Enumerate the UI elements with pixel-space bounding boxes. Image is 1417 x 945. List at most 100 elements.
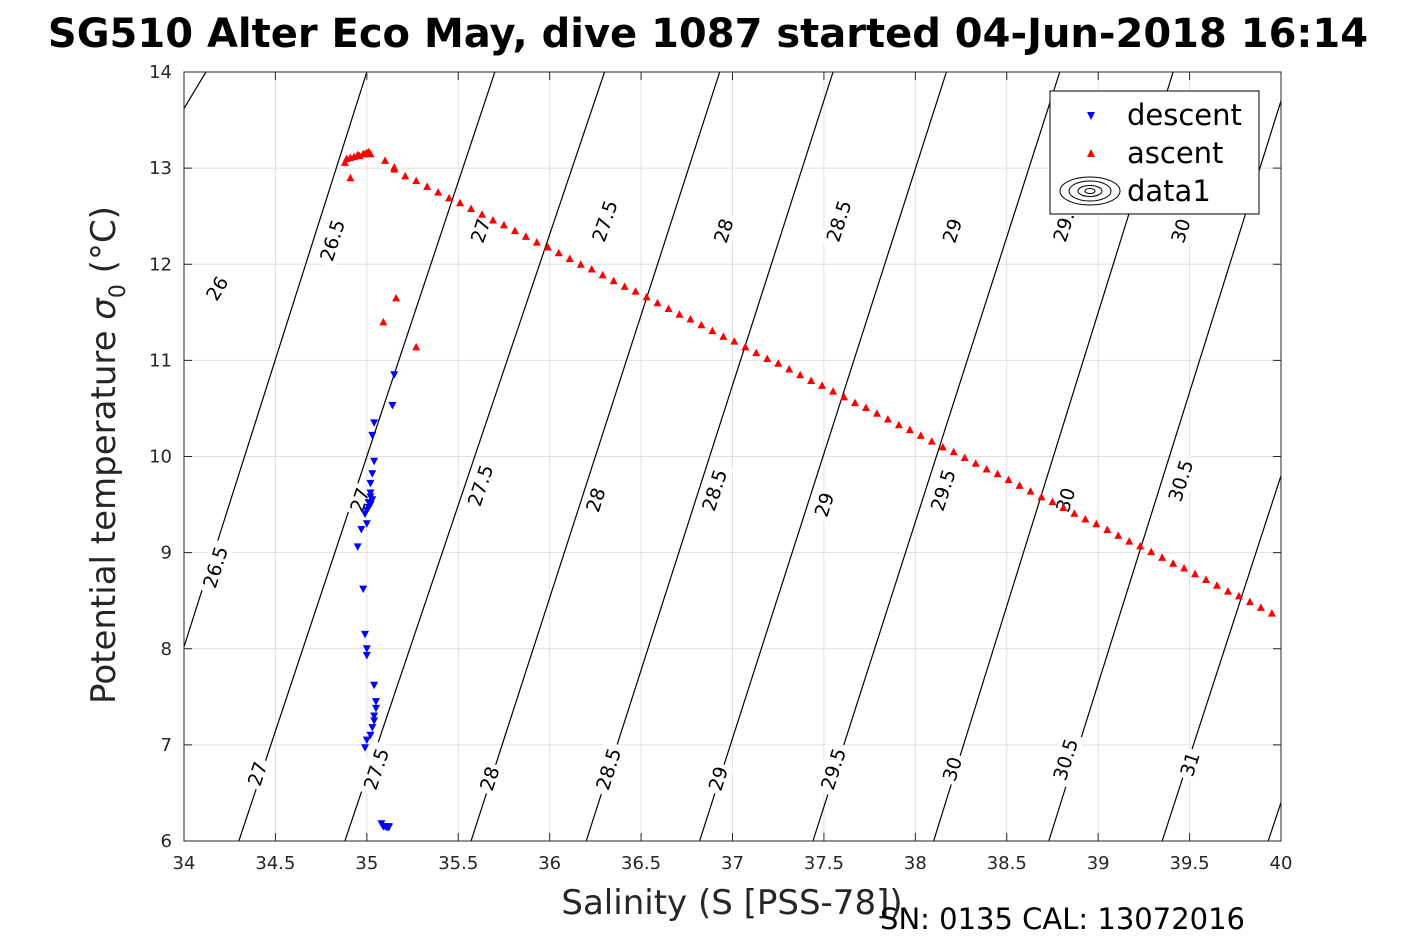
legend-box	[1049, 90, 1260, 215]
descent-point	[362, 651, 371, 660]
legend-contour-icon	[1059, 176, 1121, 206]
ascent-point	[1147, 547, 1156, 556]
descent-point	[359, 585, 368, 594]
ascent-point	[993, 469, 1002, 478]
contour-label-group: 30	[1164, 212, 1197, 249]
ascent-point	[949, 447, 958, 456]
descent-point	[370, 717, 379, 725]
contour-label-background	[935, 212, 968, 249]
ascent-point	[412, 176, 421, 185]
descent-point	[362, 506, 371, 515]
ascent-point	[861, 403, 870, 411]
legend-data1-label: data1	[1127, 174, 1211, 208]
contour-label-group: 28	[579, 481, 612, 518]
ascent-point	[598, 270, 607, 279]
ascent-point	[1125, 537, 1134, 545]
x-axis-label: Salinity (S [PSS-78])	[561, 883, 902, 923]
ascent-point	[1191, 569, 1200, 578]
ascent-point	[686, 315, 695, 323]
sigma-contour-line	[812, 72, 1061, 841]
ascent-point	[982, 464, 991, 473]
x-tick-label: 38.5	[987, 853, 1027, 874]
contour-label-background	[473, 760, 506, 797]
ascent-point	[1081, 514, 1090, 523]
y-axis-label: Potential temperature σ0 (°C)	[84, 206, 131, 704]
ascent-point	[1103, 525, 1112, 534]
ascent-point	[741, 342, 750, 351]
ascent-point	[719, 332, 728, 340]
ascent-point	[379, 317, 388, 326]
y-tick-label: 11	[149, 350, 172, 371]
legend-ascent-marker	[1087, 149, 1095, 157]
ascent-point	[1070, 509, 1079, 517]
x-tick-label: 36.5	[621, 853, 661, 874]
descent-point	[368, 496, 377, 504]
ascent-point	[697, 320, 706, 329]
descent-point	[368, 724, 377, 732]
descent-point	[370, 681, 379, 690]
contour-label-background	[923, 461, 963, 519]
ascent-point	[675, 310, 684, 318]
legend-ascent-label: ascent	[1127, 136, 1223, 170]
descent-point	[361, 510, 370, 519]
ascent-point	[609, 276, 618, 285]
contour-label-group: 29	[807, 486, 840, 523]
ascent-point	[785, 365, 794, 373]
density-contours	[184, 72, 1281, 841]
ascent-point	[1114, 531, 1123, 539]
ascent-point	[763, 354, 772, 362]
contour-label-background	[584, 192, 625, 250]
x-tick-label: 40	[1270, 853, 1293, 874]
descent-point	[370, 419, 379, 427]
ascent-point	[774, 359, 783, 367]
x-tick-label: 36	[538, 853, 561, 874]
ascent-point	[796, 370, 805, 379]
ascent-point	[456, 198, 465, 207]
ascent-point	[1180, 564, 1189, 572]
ascent-point	[340, 158, 349, 166]
ascent-point	[1048, 497, 1057, 506]
ascent-point	[1234, 591, 1243, 600]
ascent-point	[499, 220, 508, 229]
legend: descent ascent data1	[1049, 90, 1260, 215]
ascent-point	[1015, 481, 1024, 489]
ascent-point	[807, 376, 816, 385]
ascent-point	[401, 171, 410, 180]
ascent-point	[346, 173, 355, 182]
ascent-point	[445, 193, 454, 202]
descent-point	[371, 704, 380, 713]
data-series	[340, 147, 1276, 832]
contour-label-background	[807, 486, 840, 523]
contour-label-background	[1173, 746, 1206, 783]
contour-label-background	[195, 538, 235, 596]
descent-point	[368, 431, 377, 440]
ascent-point	[1169, 559, 1178, 567]
ascent-point	[467, 204, 476, 212]
x-tick-label: 37.5	[804, 853, 844, 874]
y-axis-label-text: Potential temperature	[84, 320, 124, 704]
ascent-point	[1256, 603, 1265, 611]
contour-label-background	[588, 740, 628, 798]
y-axis-label-unit: (°C)	[84, 206, 124, 284]
ascent-point	[510, 226, 519, 235]
ascent-point	[392, 293, 401, 302]
ascent-point	[521, 232, 530, 240]
contour-label-background	[460, 456, 500, 514]
ascent-point	[576, 260, 585, 268]
ascent-point	[390, 165, 399, 173]
ascent-point	[412, 342, 421, 351]
ascent-point	[1059, 503, 1068, 511]
contour-label-group: 30.5	[1161, 452, 1200, 509]
ascent-point	[971, 459, 980, 467]
contour-label-background	[198, 269, 235, 308]
descent-point	[362, 645, 371, 653]
y-axis-ticks: 6 7 8 9 10 11 12 13 14	[149, 62, 1281, 852]
ascent-point	[355, 151, 364, 160]
ascent-point	[642, 292, 651, 301]
descent-point	[366, 479, 375, 488]
x-tick-label: 35.5	[438, 853, 478, 874]
descent-point	[362, 736, 371, 745]
ascent-point	[488, 216, 497, 224]
sigma-contour-line	[184, 72, 207, 109]
ascent-point	[423, 182, 432, 190]
